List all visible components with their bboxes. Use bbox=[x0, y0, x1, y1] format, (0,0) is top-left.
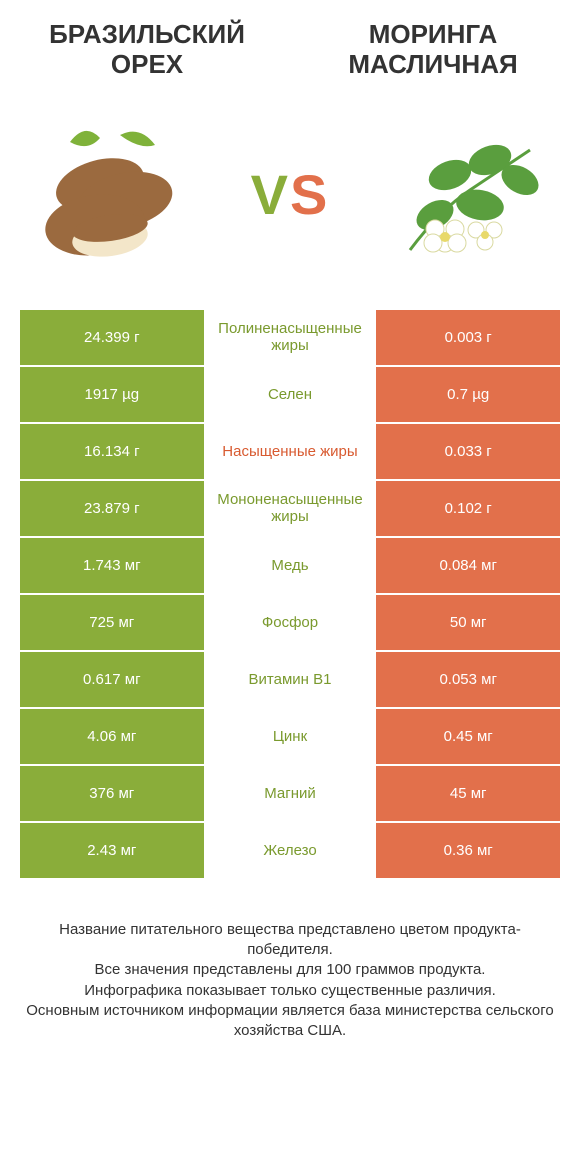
left-value: 1917 µg bbox=[20, 367, 204, 422]
footer-notes: Название питательного вещества представл… bbox=[0, 880, 580, 1042]
footer-line: Основным источником информации является … bbox=[20, 1001, 560, 1042]
nutrient-name: Фосфор bbox=[204, 595, 377, 650]
right-food-title: МОРИНГА МАСЛИЧНАЯ bbox=[316, 20, 550, 80]
left-value: 725 мг bbox=[20, 595, 204, 650]
table-row: 1.743 мгМедь0.084 мг bbox=[20, 538, 560, 593]
right-value: 45 мг bbox=[376, 766, 560, 821]
table-row: 376 мгМагний45 мг bbox=[20, 766, 560, 821]
right-value: 0.36 мг bbox=[376, 823, 560, 878]
nutrient-name: Медь bbox=[204, 538, 377, 593]
right-value: 0.45 мг bbox=[376, 709, 560, 764]
right-food-image bbox=[380, 120, 550, 270]
right-value: 0.053 мг bbox=[376, 652, 560, 707]
header: БРАЗИЛЬСКИЙ ОРЕХ МОРИНГА МАСЛИЧНАЯ bbox=[0, 0, 580, 90]
table-row: 725 мгФосфор50 мг bbox=[20, 595, 560, 650]
table-row: 24.399 гПолиненасыщенные жиры0.003 г bbox=[20, 310, 560, 365]
right-value: 0.033 г bbox=[376, 424, 560, 479]
table-row: 2.43 мгЖелезо0.36 мг bbox=[20, 823, 560, 878]
left-value: 24.399 г bbox=[20, 310, 204, 365]
right-value: 50 мг bbox=[376, 595, 560, 650]
vs-v: V bbox=[251, 163, 290, 226]
right-value: 0.102 г bbox=[376, 481, 560, 536]
right-value: 0.7 µg bbox=[376, 367, 560, 422]
left-food-image bbox=[30, 120, 200, 270]
vs-label: VS bbox=[251, 162, 330, 227]
nutrient-name: Цинк bbox=[204, 709, 377, 764]
nutrient-name: Мононенасыщенные жиры bbox=[204, 481, 377, 536]
table-row: 16.134 гНасыщенные жиры0.033 г bbox=[20, 424, 560, 479]
left-value: 4.06 мг bbox=[20, 709, 204, 764]
nutrient-name: Насыщенные жиры bbox=[204, 424, 377, 479]
table-row: 0.617 мгВитамин B10.053 мг bbox=[20, 652, 560, 707]
footer-line: Инфографика показывает только существенн… bbox=[20, 981, 560, 1001]
left-food-title: БРАЗИЛЬСКИЙ ОРЕХ bbox=[30, 20, 264, 80]
table-row: 1917 µgСелен0.7 µg bbox=[20, 367, 560, 422]
nutrient-name: Железо bbox=[204, 823, 377, 878]
right-value: 0.003 г bbox=[376, 310, 560, 365]
vs-row: VS bbox=[0, 90, 580, 310]
footer-line: Все значения представлены для 100 граммо… bbox=[20, 960, 560, 980]
table-row: 4.06 мгЦинк0.45 мг bbox=[20, 709, 560, 764]
vs-s: S bbox=[290, 163, 329, 226]
left-value: 2.43 мг bbox=[20, 823, 204, 878]
comparison-table: 24.399 гПолиненасыщенные жиры0.003 г1917… bbox=[0, 310, 580, 878]
right-value: 0.084 мг bbox=[376, 538, 560, 593]
left-value: 23.879 г bbox=[20, 481, 204, 536]
nutrient-name: Магний bbox=[204, 766, 377, 821]
left-value: 16.134 г bbox=[20, 424, 204, 479]
left-value: 0.617 мг bbox=[20, 652, 204, 707]
table-row: 23.879 гМононенасыщенные жиры0.102 г bbox=[20, 481, 560, 536]
nutrient-name: Селен bbox=[204, 367, 377, 422]
footer-line: Название питательного вещества представл… bbox=[20, 920, 560, 961]
nutrient-name: Витамин B1 bbox=[204, 652, 377, 707]
left-value: 376 мг bbox=[20, 766, 204, 821]
nutrient-name: Полиненасыщенные жиры bbox=[204, 310, 377, 365]
left-value: 1.743 мг bbox=[20, 538, 204, 593]
